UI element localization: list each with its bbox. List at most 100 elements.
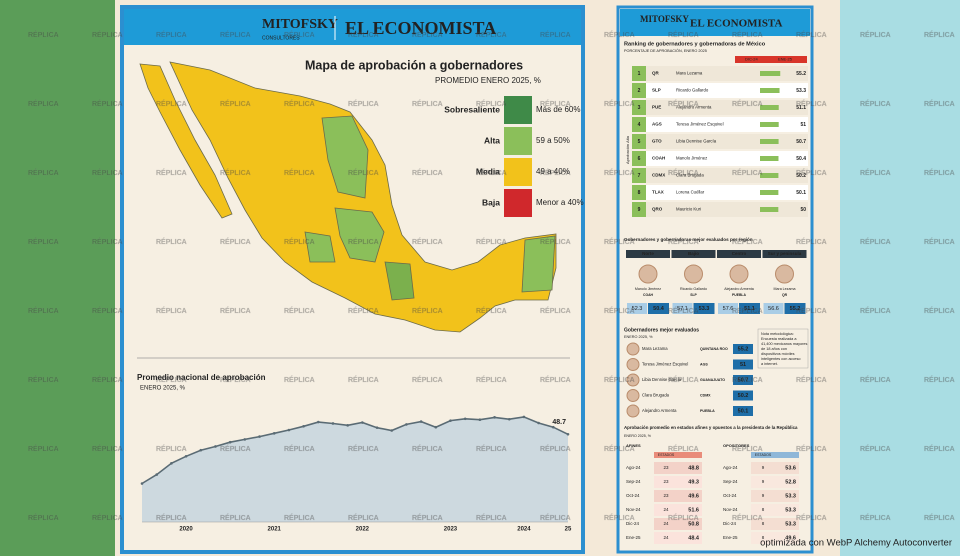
watermark: RÉPLICA [284, 375, 315, 384]
watermark: RÉPLICA [732, 513, 763, 522]
affinity-month: Ene-25 [626, 535, 641, 540]
trend-point [449, 419, 452, 422]
watermark: RÉPLICA [28, 99, 59, 108]
watermark: RÉPLICA [668, 513, 699, 522]
x-tick-label: 2020 [179, 527, 193, 533]
region-head [626, 250, 670, 258]
ranking-row-bg [632, 83, 808, 98]
trend-point [361, 421, 364, 424]
ranking-rank: 9 [638, 207, 641, 213]
trend-point [419, 420, 423, 423]
region-person: Manolo Jiménez [635, 287, 661, 291]
legend-name: Baja [482, 197, 500, 207]
ranking-rank: 4 [638, 122, 641, 128]
affinity-value: 53.3 [785, 507, 796, 513]
watermark: RÉPLICA [284, 513, 315, 522]
ranking-rank-bg [632, 117, 646, 132]
san-luis-potosi [334, 207, 385, 263]
map [139, 61, 557, 333]
watermark: RÉPLICA [412, 375, 443, 384]
coahuila [321, 115, 369, 199]
side-brand: MITOFSKY [640, 14, 689, 24]
region-prev: 52.3 [632, 306, 643, 312]
ranking-name: Ricardo Gallardo [676, 88, 709, 93]
affinity-subtitle: ENERO 2025, % [624, 434, 652, 438]
watermark: RÉPLICA [220, 168, 251, 177]
affinity-month: Ago-24 [723, 465, 738, 470]
region-state: COAH [643, 293, 654, 297]
watermark: RÉPLICA [476, 168, 507, 177]
ranking-rank: 8 [638, 190, 641, 196]
watermark: RÉPLICA [476, 375, 507, 384]
x-tick-label: 2023 [444, 527, 458, 533]
ranking-rank-bg [632, 100, 646, 115]
best-subtitle: ENERO 2025, % [624, 335, 653, 339]
legend-name: Media [476, 166, 500, 176]
watermark: RÉPLICA [284, 168, 315, 177]
trend-point [184, 455, 188, 458]
trend-chart: 48.7 2020 2021 2022 2023 2024 25 [140, 415, 572, 533]
watermark: RÉPLICA [412, 237, 443, 246]
best-value-box [733, 406, 753, 416]
legend-name: Sobresaliente [444, 104, 500, 114]
watermark: RÉPLICA [412, 513, 443, 522]
main-header [124, 9, 581, 45]
ranking-rank: 1 [638, 71, 641, 77]
watermark: RÉPLICA [92, 513, 123, 522]
watermark: RÉPLICA [668, 237, 699, 246]
ranking-value: 51.1 [796, 105, 806, 111]
affinity-value: 50.8 [688, 521, 699, 527]
ranking-column: ENE-25 [778, 57, 793, 62]
watermark: RÉPLICA [28, 306, 59, 315]
watermark: RÉPLICA [92, 168, 123, 177]
watermark: RÉPLICA [796, 513, 827, 522]
affinity-row-bg [654, 532, 702, 544]
watermark: RÉPLICA [92, 306, 123, 315]
ranking-state: GTO [652, 139, 662, 144]
watermark: RÉPLICA [156, 444, 187, 453]
best-photo [626, 358, 640, 371]
trend-title: Promedio nacional de aprobación [137, 373, 266, 382]
aguascalientes [304, 231, 336, 263]
best-photo [626, 389, 640, 402]
watermark: RÉPLICA [604, 306, 635, 315]
watermark: RÉPLICA [220, 306, 251, 315]
affinity-month: Dic-24 [626, 521, 640, 526]
watermark: RÉPLICA [220, 375, 251, 384]
ranking-row-bg [632, 168, 808, 183]
best-title: Gobernadores mejor evaluados [624, 327, 699, 333]
x-tick-label: 2022 [356, 527, 370, 533]
watermark: RÉPLICA [348, 375, 379, 384]
watermark: RÉPLICA [732, 168, 763, 177]
ranking-row-bg [632, 202, 808, 217]
affinity-header: ESTADOS [658, 453, 675, 457]
watermark: RÉPLICA [92, 444, 123, 453]
watermark: RÉPLICA [604, 513, 635, 522]
ranking-row-bg [632, 117, 808, 132]
ranking-name: Lorena Cuéllar [676, 190, 705, 195]
trend-point [243, 438, 247, 441]
ranking-name: Mara Lezama [676, 71, 703, 76]
trend-point [507, 417, 511, 421]
affinity-row-bg [751, 462, 799, 474]
affinity-count: 8 [762, 535, 765, 540]
watermark: RÉPLICA [796, 375, 827, 384]
watermark: RÉPLICA [540, 513, 571, 522]
legend-label: Menor a 40% [536, 198, 584, 207]
ranking-rank: 6 [638, 156, 641, 162]
ranking-state: PUE [652, 105, 661, 110]
affinity-value: 52.8 [785, 479, 796, 485]
ranking-name: Libia Dennise García [676, 139, 717, 144]
ranking-rank: 2 [638, 88, 641, 94]
region-photo [775, 264, 794, 284]
best-photo [626, 342, 640, 356]
watermark: RÉPLICA [156, 375, 187, 384]
watermark: RÉPLICA [860, 306, 891, 315]
watermark: RÉPLICA [412, 444, 443, 453]
affinity-header: ESTADOS [755, 453, 772, 457]
ranking-rank-bg [632, 168, 646, 183]
watermark: RÉPLICA [668, 306, 699, 315]
watermark: RÉPLICA [284, 237, 315, 246]
affinity-title: Aprobación promedio en estados afines y … [624, 425, 798, 430]
region-state: PUEBLA [732, 293, 746, 297]
